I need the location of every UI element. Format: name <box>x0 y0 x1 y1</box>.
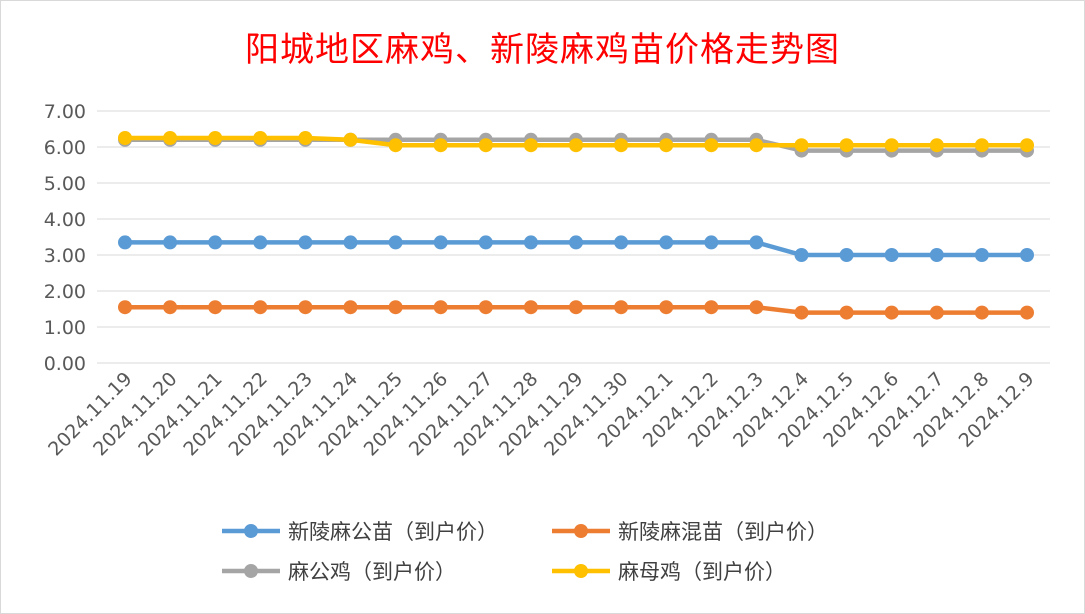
legend-marker <box>244 564 258 578</box>
data-point <box>1020 305 1034 320</box>
data-point <box>659 138 674 153</box>
data-point <box>388 235 403 250</box>
y-tick-label: 7.00 <box>44 101 86 123</box>
data-point <box>974 248 989 262</box>
data-point <box>388 138 403 153</box>
data-point <box>208 235 223 250</box>
data-point <box>929 138 944 153</box>
data-point <box>343 300 358 315</box>
legend-marker <box>574 564 588 578</box>
data-point <box>929 248 944 262</box>
legend-label: 新陵麻混苗（到户价） <box>618 520 828 544</box>
legend-label: 新陵麻公苗（到户价） <box>288 520 498 544</box>
y-tick-label: 3.00 <box>44 245 86 267</box>
data-point <box>253 131 268 145</box>
data-point <box>569 300 583 315</box>
data-point <box>974 305 989 320</box>
data-point <box>163 300 178 315</box>
data-point <box>1020 138 1034 153</box>
x-axis-ticks: 2024.11.192024.11.202024.11.212024.11.22… <box>44 368 1038 460</box>
data-point <box>298 131 313 145</box>
data-point <box>163 131 178 145</box>
legend-item: 新陵麻公苗（到户价） <box>222 520 498 544</box>
data-point <box>884 305 899 320</box>
data-point <box>343 132 358 147</box>
data-point <box>1020 248 1034 262</box>
data-point <box>614 138 629 153</box>
data-point <box>253 300 268 315</box>
data-point <box>839 305 854 320</box>
data-point <box>433 235 448 250</box>
data-point <box>433 300 448 315</box>
legend-label: 麻母鸡（到户价） <box>618 560 786 584</box>
data-point <box>974 138 989 153</box>
legend: 新陵麻公苗（到户价） 新陵麻混苗（到户价） 麻公鸡（到户价） 麻母鸡（到户价） <box>222 520 828 584</box>
legend-label: 麻公鸡（到户价） <box>288 560 456 584</box>
y-tick-label: 5.00 <box>44 173 86 195</box>
data-point <box>433 138 448 153</box>
legend-marker <box>574 524 588 538</box>
data-point <box>478 138 493 153</box>
chart-title: 阳城地区麻鸡、新陵麻鸡苗价格走势图 <box>245 30 840 70</box>
data-point <box>253 235 268 250</box>
data-point <box>839 138 854 153</box>
data-point <box>523 138 538 153</box>
y-tick-label: 6.00 <box>44 137 86 159</box>
data-point <box>749 138 764 153</box>
data-point <box>704 235 719 250</box>
data-point <box>569 138 583 153</box>
data-point <box>118 300 132 315</box>
data-point <box>569 235 583 250</box>
data-point <box>704 300 719 315</box>
data-point <box>208 300 223 315</box>
series-3 <box>118 131 1034 153</box>
data-point <box>208 131 223 145</box>
data-point <box>298 235 313 250</box>
data-point <box>794 138 809 153</box>
series-layer <box>118 131 1034 320</box>
legend-item: 麻母鸡（到户价） <box>552 560 786 584</box>
data-point <box>478 300 493 315</box>
data-point <box>523 300 538 315</box>
data-point <box>614 300 629 315</box>
data-point <box>839 248 854 262</box>
data-point <box>614 235 629 250</box>
legend-marker <box>244 524 258 538</box>
data-point <box>388 300 403 315</box>
data-point <box>118 235 132 250</box>
data-point <box>884 248 899 262</box>
data-point <box>704 138 719 153</box>
data-point <box>478 235 493 250</box>
data-point <box>749 300 764 315</box>
series-1 <box>118 300 1034 320</box>
y-axis-ticks: 0.00 1.00 2.00 3.00 4.00 5.00 6.00 7.00 <box>44 101 86 375</box>
data-point <box>343 235 358 250</box>
series-0 <box>118 235 1034 262</box>
legend-item: 麻公鸡（到户价） <box>222 560 456 584</box>
data-point <box>118 131 132 145</box>
y-tick-label: 1.00 <box>44 317 86 339</box>
data-point <box>884 138 899 153</box>
data-point <box>794 248 809 262</box>
data-point <box>929 305 944 320</box>
data-point <box>659 300 674 315</box>
data-point <box>523 235 538 250</box>
y-tick-label: 4.00 <box>44 209 86 231</box>
data-point <box>298 300 313 315</box>
data-point <box>794 305 809 320</box>
legend-item: 新陵麻混苗（到户价） <box>552 520 828 544</box>
y-tick-label: 2.00 <box>44 281 86 303</box>
data-point <box>659 235 674 250</box>
data-point <box>749 235 764 250</box>
y-tick-label: 0.00 <box>44 353 86 375</box>
data-point <box>163 235 178 250</box>
